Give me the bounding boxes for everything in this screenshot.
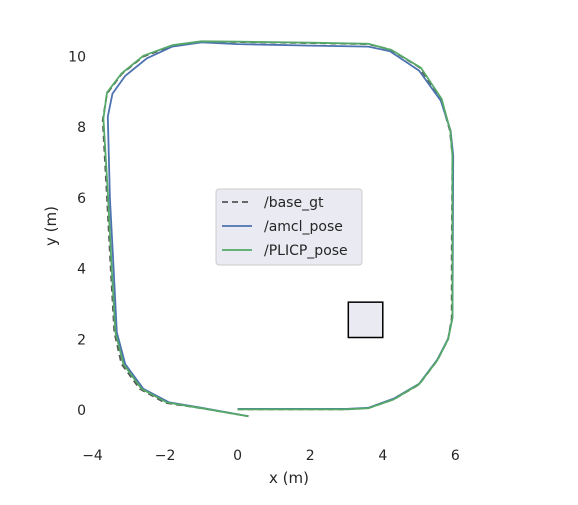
legend-items: /base_gt/amcl_pose/PLICP_pose [222,195,348,259]
y-ticks: 0 2 4 6 8 10 [68,50,86,419]
x-tick-label: −4 [82,448,103,464]
x-tick-label: 6 [451,448,460,464]
legend: /base_gt/amcl_pose/PLICP_pose [215,188,363,266]
x-tick-label: 2 [306,448,315,464]
y-tick-label: 6 [77,191,86,207]
x-tick-label: 0 [233,448,242,464]
inset-box [347,301,384,339]
y-tick-label: 4 [77,262,86,278]
y-tick-label: 0 [77,403,86,419]
x-tick-label: 4 [378,448,387,464]
series-line-plicp-pose [102,40,454,418]
legend-box [215,188,363,266]
y-tick-label: 8 [77,120,86,136]
x-tick-label: −2 [155,448,176,464]
series-layer [101,40,455,418]
y-tick-label: 2 [77,332,86,348]
series-line-base-gt [101,40,454,418]
inset-layer [347,301,384,339]
x-ticks: −4 −2 0 2 4 6 [82,448,460,464]
y-axis-label: y (m) [42,206,60,246]
legend-label: /PLICP_pose [264,243,348,259]
x-axis-label: x (m) [269,469,309,487]
legend-label: /amcl_pose [264,219,343,235]
y-tick-label: 10 [68,50,86,66]
legend-label: /base_gt [264,195,324,211]
